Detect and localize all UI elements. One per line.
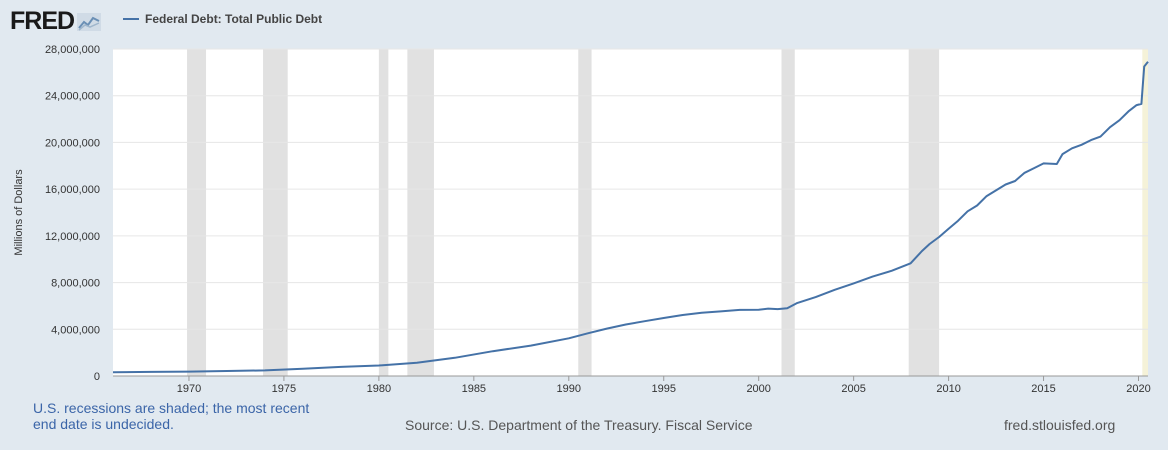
series-line <box>112 61 1149 374</box>
x-tick-label: 1975 <box>272 383 296 395</box>
y-tick-label: 4,000,000 <box>51 324 100 336</box>
x-tick-label: 1985 <box>462 383 486 395</box>
x-tick-label: 1970 <box>177 383 201 395</box>
x-tick-label: 1990 <box>557 383 581 395</box>
y-tick-label: 28,000,000 <box>45 44 100 56</box>
fred-logo[interactable]: FRED <box>10 7 102 36</box>
x-tick-label: 2020 <box>1126 383 1150 395</box>
source-text: Source: U.S. Department of the Treasury.… <box>405 417 753 433</box>
chart-legend: Federal Debt: Total Public Debt <box>123 12 322 26</box>
y-tick-label: 8,000,000 <box>51 278 100 290</box>
recession-band-undecided <box>1142 49 1148 376</box>
x-tick-label: 2000 <box>746 383 770 395</box>
x-tick-label: 2010 <box>936 383 960 395</box>
y-tick-label: 24,000,000 <box>45 91 100 103</box>
y-tick-label: 16,000,000 <box>45 184 100 196</box>
x-tick-label: 1980 <box>367 383 391 395</box>
recession-band <box>781 49 795 376</box>
chart-line-icon <box>77 12 102 31</box>
legend-label: Federal Debt: Total Public Debt <box>145 12 323 26</box>
x-tick-label: 2005 <box>841 383 865 395</box>
debt-line-chart: 0 4,000,000 8,000,000 12,000,000 16,000,000 2… <box>13 44 1151 395</box>
site-link[interactable]: fred.stlouisfed.org <box>1004 417 1116 433</box>
recession-note: U.S. recessions are shaded; the most rec… <box>33 400 310 432</box>
recession-band <box>908 49 940 376</box>
recession-band <box>187 49 207 376</box>
recession-band <box>263 49 288 376</box>
y-tick-label: 12,000,000 <box>45 231 100 243</box>
recession-band <box>407 49 434 376</box>
recession-band <box>378 49 389 376</box>
y-tick-label: 20,000,000 <box>45 137 100 149</box>
recession-band <box>578 49 592 376</box>
y-tick-label: 0 <box>94 371 100 383</box>
legend-swatch <box>123 18 139 20</box>
logo-text: FRED <box>10 7 75 35</box>
x-tick-label: 1995 <box>651 383 675 395</box>
x-tick-label: 2015 <box>1031 383 1055 395</box>
y-axis-label: Millions of Dollars <box>13 169 25 256</box>
